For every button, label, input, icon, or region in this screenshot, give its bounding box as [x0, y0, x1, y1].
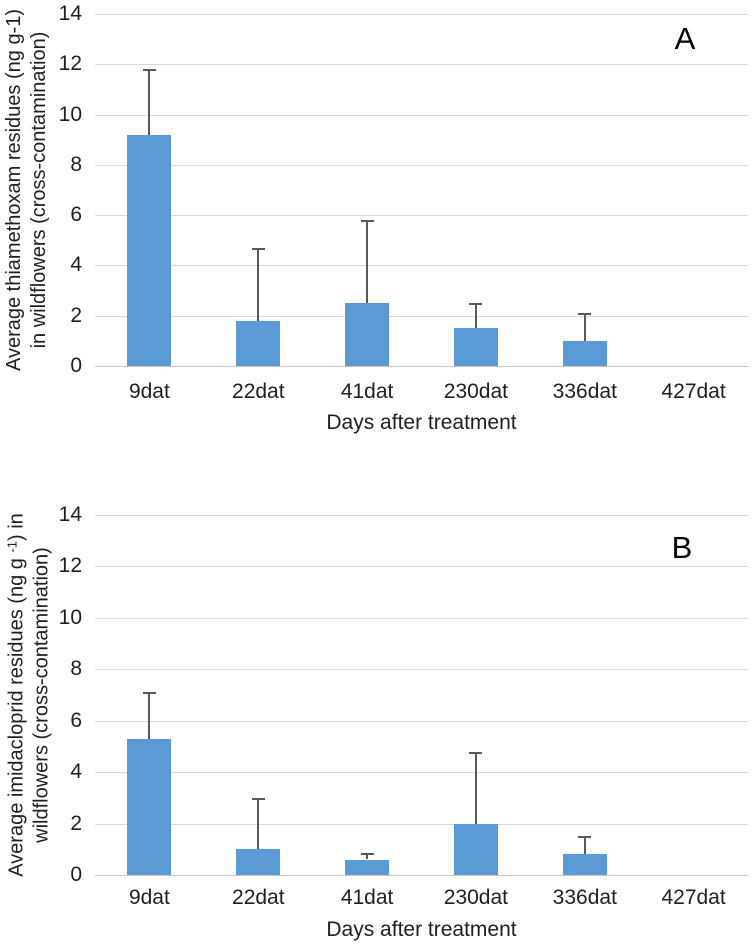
gridline — [95, 164, 748, 166]
y-tick-label: 0 — [70, 354, 82, 377]
error-bar-whisker — [257, 797, 260, 850]
gridline — [95, 823, 748, 825]
error-bar-whisker — [474, 751, 477, 824]
y-tick-label: 4 — [70, 760, 82, 784]
x-axis-line — [95, 366, 748, 367]
error-bar-cap — [360, 220, 374, 223]
bar — [453, 823, 498, 875]
bar — [127, 134, 172, 366]
gridline — [95, 617, 748, 619]
error-bar-cap — [469, 303, 483, 306]
y-tick-label: 10 — [58, 605, 82, 629]
x-tick-label: 336dat — [552, 380, 617, 403]
x-tick-label: 230dat — [443, 886, 508, 909]
x-tick-label: 427dat — [661, 886, 726, 909]
y-tick-label: 6 — [70, 203, 82, 227]
bar — [562, 340, 607, 366]
gridline — [95, 14, 748, 15]
panel-label-b: B — [671, 530, 693, 565]
title-text: Average thiamethoxam residues (ng g-1) — [3, 8, 25, 372]
gridline — [95, 64, 748, 66]
error-bar-cap — [578, 313, 592, 316]
gridline — [95, 215, 748, 217]
error-bar-whisker — [148, 69, 151, 135]
bar — [236, 320, 281, 366]
error-bar-whisker — [148, 692, 151, 739]
title-text: wildflowers (cross-contamination) — [30, 547, 53, 843]
error-bar-whisker — [583, 836, 586, 855]
y-tick-label: 14 — [58, 2, 82, 25]
y-tick-label: 8 — [70, 657, 82, 681]
y-tick-label: 8 — [70, 152, 82, 176]
x-tick-label: 9dat — [128, 380, 170, 403]
y-tick-label: 2 — [70, 811, 82, 835]
y-axis-title-line: Average imidacloprid residues (ng g -1) … — [0, 513, 30, 877]
bar — [562, 854, 607, 875]
x-tick-label: 41dat — [340, 886, 394, 909]
x-tick-label: 336dat — [552, 886, 617, 909]
chart-panel-b: B Average imidacloprid residues (ng g -1… — [0, 472, 752, 945]
error-bar-cap — [469, 751, 483, 754]
y-tick-label: 12 — [58, 554, 82, 578]
y-tick-label: 10 — [58, 102, 82, 126]
x-axis-title-b: Days after treatment — [326, 918, 517, 941]
y-tick-label: 6 — [70, 708, 82, 732]
bar — [345, 859, 390, 875]
title-text: in wildflowers (cross-contamination) — [28, 31, 50, 349]
gridline — [95, 315, 748, 317]
x-tick-label: 22dat — [232, 886, 285, 909]
error-bar-whisker — [366, 220, 369, 304]
error-bar-cap — [251, 247, 265, 250]
y-tick-label: 4 — [70, 253, 82, 277]
chart-panel-a: A Average thiamethoxam residues (ng g-1)… — [0, 0, 752, 472]
error-bar-cap — [578, 836, 592, 839]
gridline — [95, 772, 748, 774]
error-bar-whisker — [583, 313, 586, 341]
x-tick-label: 427dat — [661, 380, 726, 403]
bar — [345, 303, 390, 366]
gridline — [95, 265, 748, 267]
y-tick-label: 2 — [70, 303, 82, 327]
x-tick-label: 230dat — [443, 380, 508, 403]
gridline — [95, 669, 748, 671]
gridline — [95, 114, 748, 116]
y-tick-label: 14 — [58, 503, 82, 526]
gridline — [95, 566, 748, 568]
x-tick-label: 41dat — [340, 380, 394, 403]
bar — [453, 328, 498, 366]
error-bar-cap — [142, 69, 156, 72]
title-text: ) in — [5, 513, 28, 541]
x-tick-label: 9dat — [128, 886, 170, 909]
error-bar-whisker — [257, 247, 260, 321]
error-bar-cap — [251, 797, 265, 800]
error-bar-cap — [360, 853, 374, 856]
bar — [236, 849, 281, 875]
x-axis-line — [95, 875, 748, 876]
x-tick-label: 22dat — [232, 380, 285, 403]
y-tick-label: 12 — [58, 52, 82, 76]
gridline — [95, 720, 748, 722]
error-bar-cap — [142, 692, 156, 695]
panel-label-a: A — [674, 21, 696, 56]
y-axis-title-line: Average thiamethoxam residues (ng g-1) — [2, 9, 27, 371]
y-tick-label: 0 — [70, 863, 82, 886]
x-axis-title-a: Days after treatment — [326, 411, 517, 434]
superscript-text: -1 — [4, 540, 20, 553]
error-bar-whisker — [474, 303, 477, 329]
error-bar-whisker — [366, 853, 369, 860]
bar — [127, 738, 172, 875]
gridline — [95, 515, 748, 516]
title-text: Average imidacloprid residues (ng g — [5, 552, 28, 877]
